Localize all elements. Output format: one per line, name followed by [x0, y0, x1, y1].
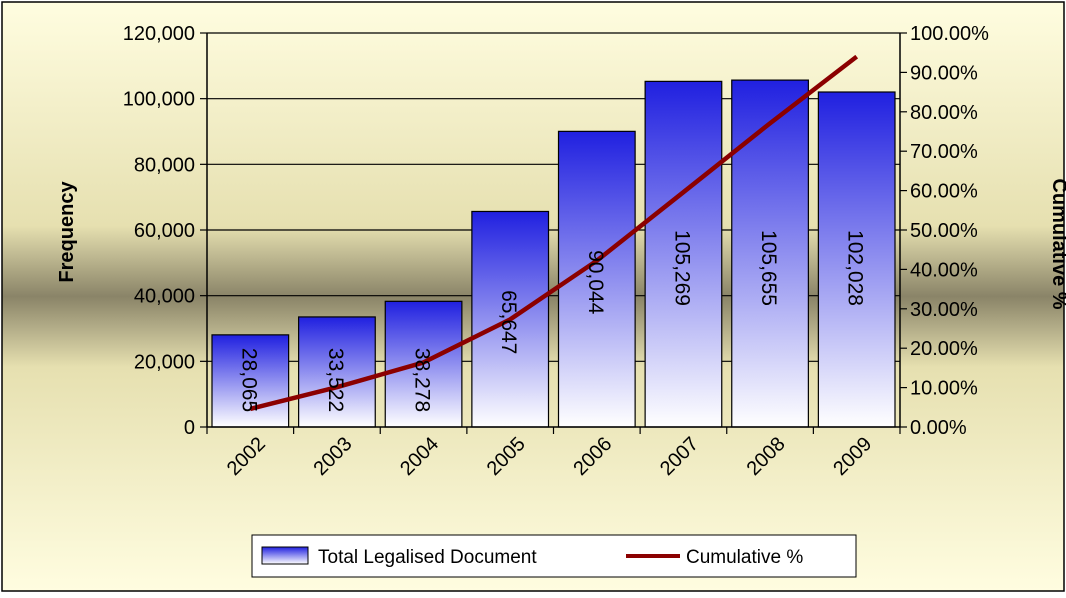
legend: Total Legalised Document Cumulative %: [251, 534, 857, 578]
legend-line-label: Cumulative %: [686, 547, 803, 568]
legend-box: [251, 534, 857, 578]
y-tick-label: 120,000: [123, 23, 195, 45]
bar-data-label: 90,044: [584, 250, 607, 315]
bar-data-label: 65,647: [497, 290, 520, 354]
y-tick-label: 80,000: [134, 154, 195, 176]
legend-bar-swatch: [261, 546, 309, 565]
y2-tick-label: 90.00%: [910, 62, 978, 84]
bar-data-label: 105,269: [670, 230, 693, 306]
y2-tick-label: 100.00%: [910, 23, 989, 45]
bar-data-label: 38,278: [411, 348, 434, 412]
y-axis-title: Frequency: [56, 181, 78, 283]
y2-tick-label: 50.00%: [910, 220, 978, 242]
y-tick-label: 20,000: [134, 351, 195, 373]
legend-bar-label: Total Legalised Document: [318, 547, 537, 568]
bar-data-label: 102,028: [844, 230, 867, 306]
bar: [644, 80, 723, 428]
bar: [211, 334, 290, 428]
y2-axis-title: Cumulative %: [1048, 178, 1066, 309]
y-tick-label: 40,000: [134, 286, 195, 308]
y-tick-label: 0: [184, 417, 195, 439]
y-tick-label: 60,000: [134, 220, 195, 242]
y-tick-label: 100,000: [123, 89, 195, 111]
y2-tick-label: 60.00%: [910, 181, 978, 203]
cumulative-line: [249, 54, 859, 412]
bar-data-label: 105,655: [757, 230, 780, 306]
y2-tick-label: 0.00%: [910, 417, 967, 439]
y2-tick-label: 80.00%: [910, 102, 978, 124]
y2-tick-label: 40.00%: [910, 259, 978, 281]
y2-tick-label: 10.00%: [910, 378, 978, 400]
bar: [731, 79, 809, 428]
y2-tick-label: 70.00%: [910, 141, 978, 163]
bar-data-label: 28,065: [237, 348, 260, 412]
bar: [298, 316, 376, 428]
y2-tick-label: 30.00%: [910, 299, 978, 321]
bar-data-label: 33,522: [324, 348, 347, 412]
y2-tick-label: 20.00%: [910, 338, 978, 360]
chart-marks: 28,065 33,522 38,278 65,647 90,044 105,269 105…: [211, 54, 896, 428]
